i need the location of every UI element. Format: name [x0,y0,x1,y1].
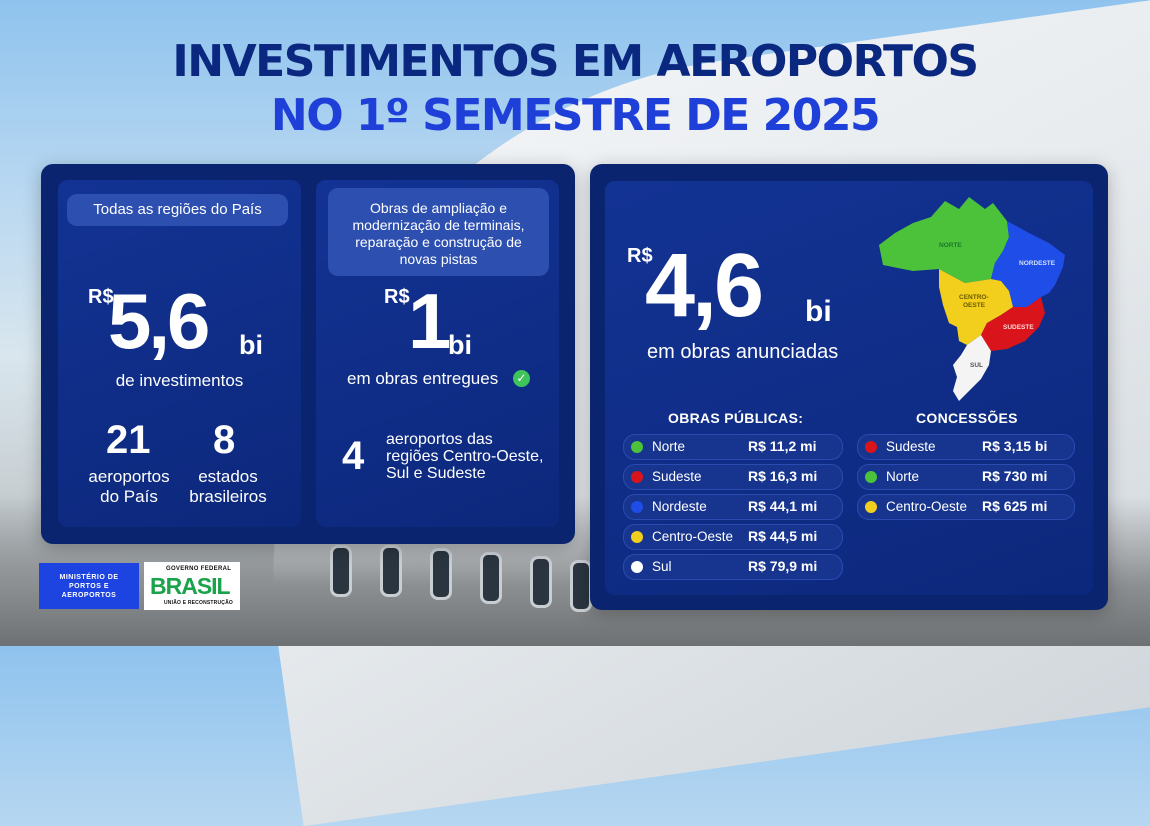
pill-works-description: Obras de ampliação e modernização de ter… [328,188,549,276]
unit-label: bi [805,295,832,328]
caption: em obras entregues [347,369,499,388]
background-window [380,545,402,597]
list-item: Sul R$ 79,9 mi [623,554,843,580]
currency-label: R$ [384,286,410,308]
brazil-map: NORTE NORDESTE CENTRO- OESTE SUDESTE SUL [879,197,1065,401]
currency-label: R$ [88,286,114,308]
region-color-dot [631,471,643,483]
stat-airports-number: 4 [342,434,365,478]
unit-label: bi [448,330,472,360]
map-label-sul: SUL [970,362,983,369]
list-item: Norte R$ 11,2 mi [623,434,843,460]
region-color-dot [865,471,877,483]
ministry-logo: MINISTÉRIO DE PORTOS E AEROPORTOS [39,563,139,609]
list-item: Sudeste R$ 3,15 bi [857,434,1075,460]
background-window [330,545,352,597]
map-label-centro-oeste: CENTRO- [959,294,989,301]
pill-all-regions: Todas as regiões do País [67,194,288,226]
map-label-centro-oeste: OESTE [963,302,986,309]
government-logo: GOVERNO FEDERAL BRASIL UNIÃO E RECONSTRU… [144,562,240,610]
map-region-centro-oeste [939,269,1013,345]
map-region-norte [879,197,1009,283]
background-window [530,556,552,608]
map-region-sudeste [981,297,1045,351]
page-title: INVESTIMENTOS EM AEROPORTOS [172,36,979,87]
map-label-sudeste: SUDESTE [1003,324,1034,331]
stat-airports-label: aeroportos das regiões Centro-Oeste, Sul… [386,431,544,482]
map-region-nordeste [991,221,1065,307]
list-item: Nordeste R$ 44,1 mi [623,494,843,520]
list-item: Centro-Oeste R$ 625 mi [857,494,1075,520]
stat-states-label: estados brasileiros [189,467,267,506]
region-color-dot [631,441,643,453]
big-value: 1 [408,277,451,365]
card-total-investments: Todas as regiões do País R$ 5,6 bi de in… [58,180,301,527]
region-color-dot [865,441,877,453]
background-window [430,548,452,600]
region-color-dot [631,501,643,513]
region-color-dot [631,561,643,573]
big-value: 4,6 [645,236,764,336]
section-title-public-works: OBRAS PÚBLICAS: [668,410,804,426]
region-color-dot [631,531,643,543]
list-item: Sudeste R$ 16,3 mi [623,464,843,490]
list-item: Centro-Oeste R$ 44,5 mi [623,524,843,550]
map-label-nordeste: NORDESTE [1019,260,1056,267]
region-color-dot [865,501,877,513]
stat-states-number: 8 [213,418,236,462]
map-region-sul [953,335,991,401]
unit-label: bi [239,330,263,360]
page-subtitle: NO 1º SEMESTRE DE 2025 [270,90,881,141]
background-window [480,552,502,604]
stat-airports-label: aeroportos do País [88,467,170,506]
card-announced-works: R$ 4,6 bi em obras anunciadas NORTE NORD… [605,181,1093,595]
caption: de investimentos [115,371,244,390]
section-title-concessions: CONCESSÕES [916,410,1018,426]
list-item: Norte R$ 730 mi [857,464,1075,490]
caption: em obras anunciadas [647,341,839,363]
check-icon: ✓ [513,370,530,387]
currency-label: R$ [627,245,653,267]
map-label-norte: NORTE [939,242,962,249]
stat-airports-number: 21 [106,418,151,462]
background-window [570,560,592,612]
card-delivered-works: Obras de ampliação e modernização de ter… [316,180,559,527]
big-value: 5,6 [108,277,210,365]
